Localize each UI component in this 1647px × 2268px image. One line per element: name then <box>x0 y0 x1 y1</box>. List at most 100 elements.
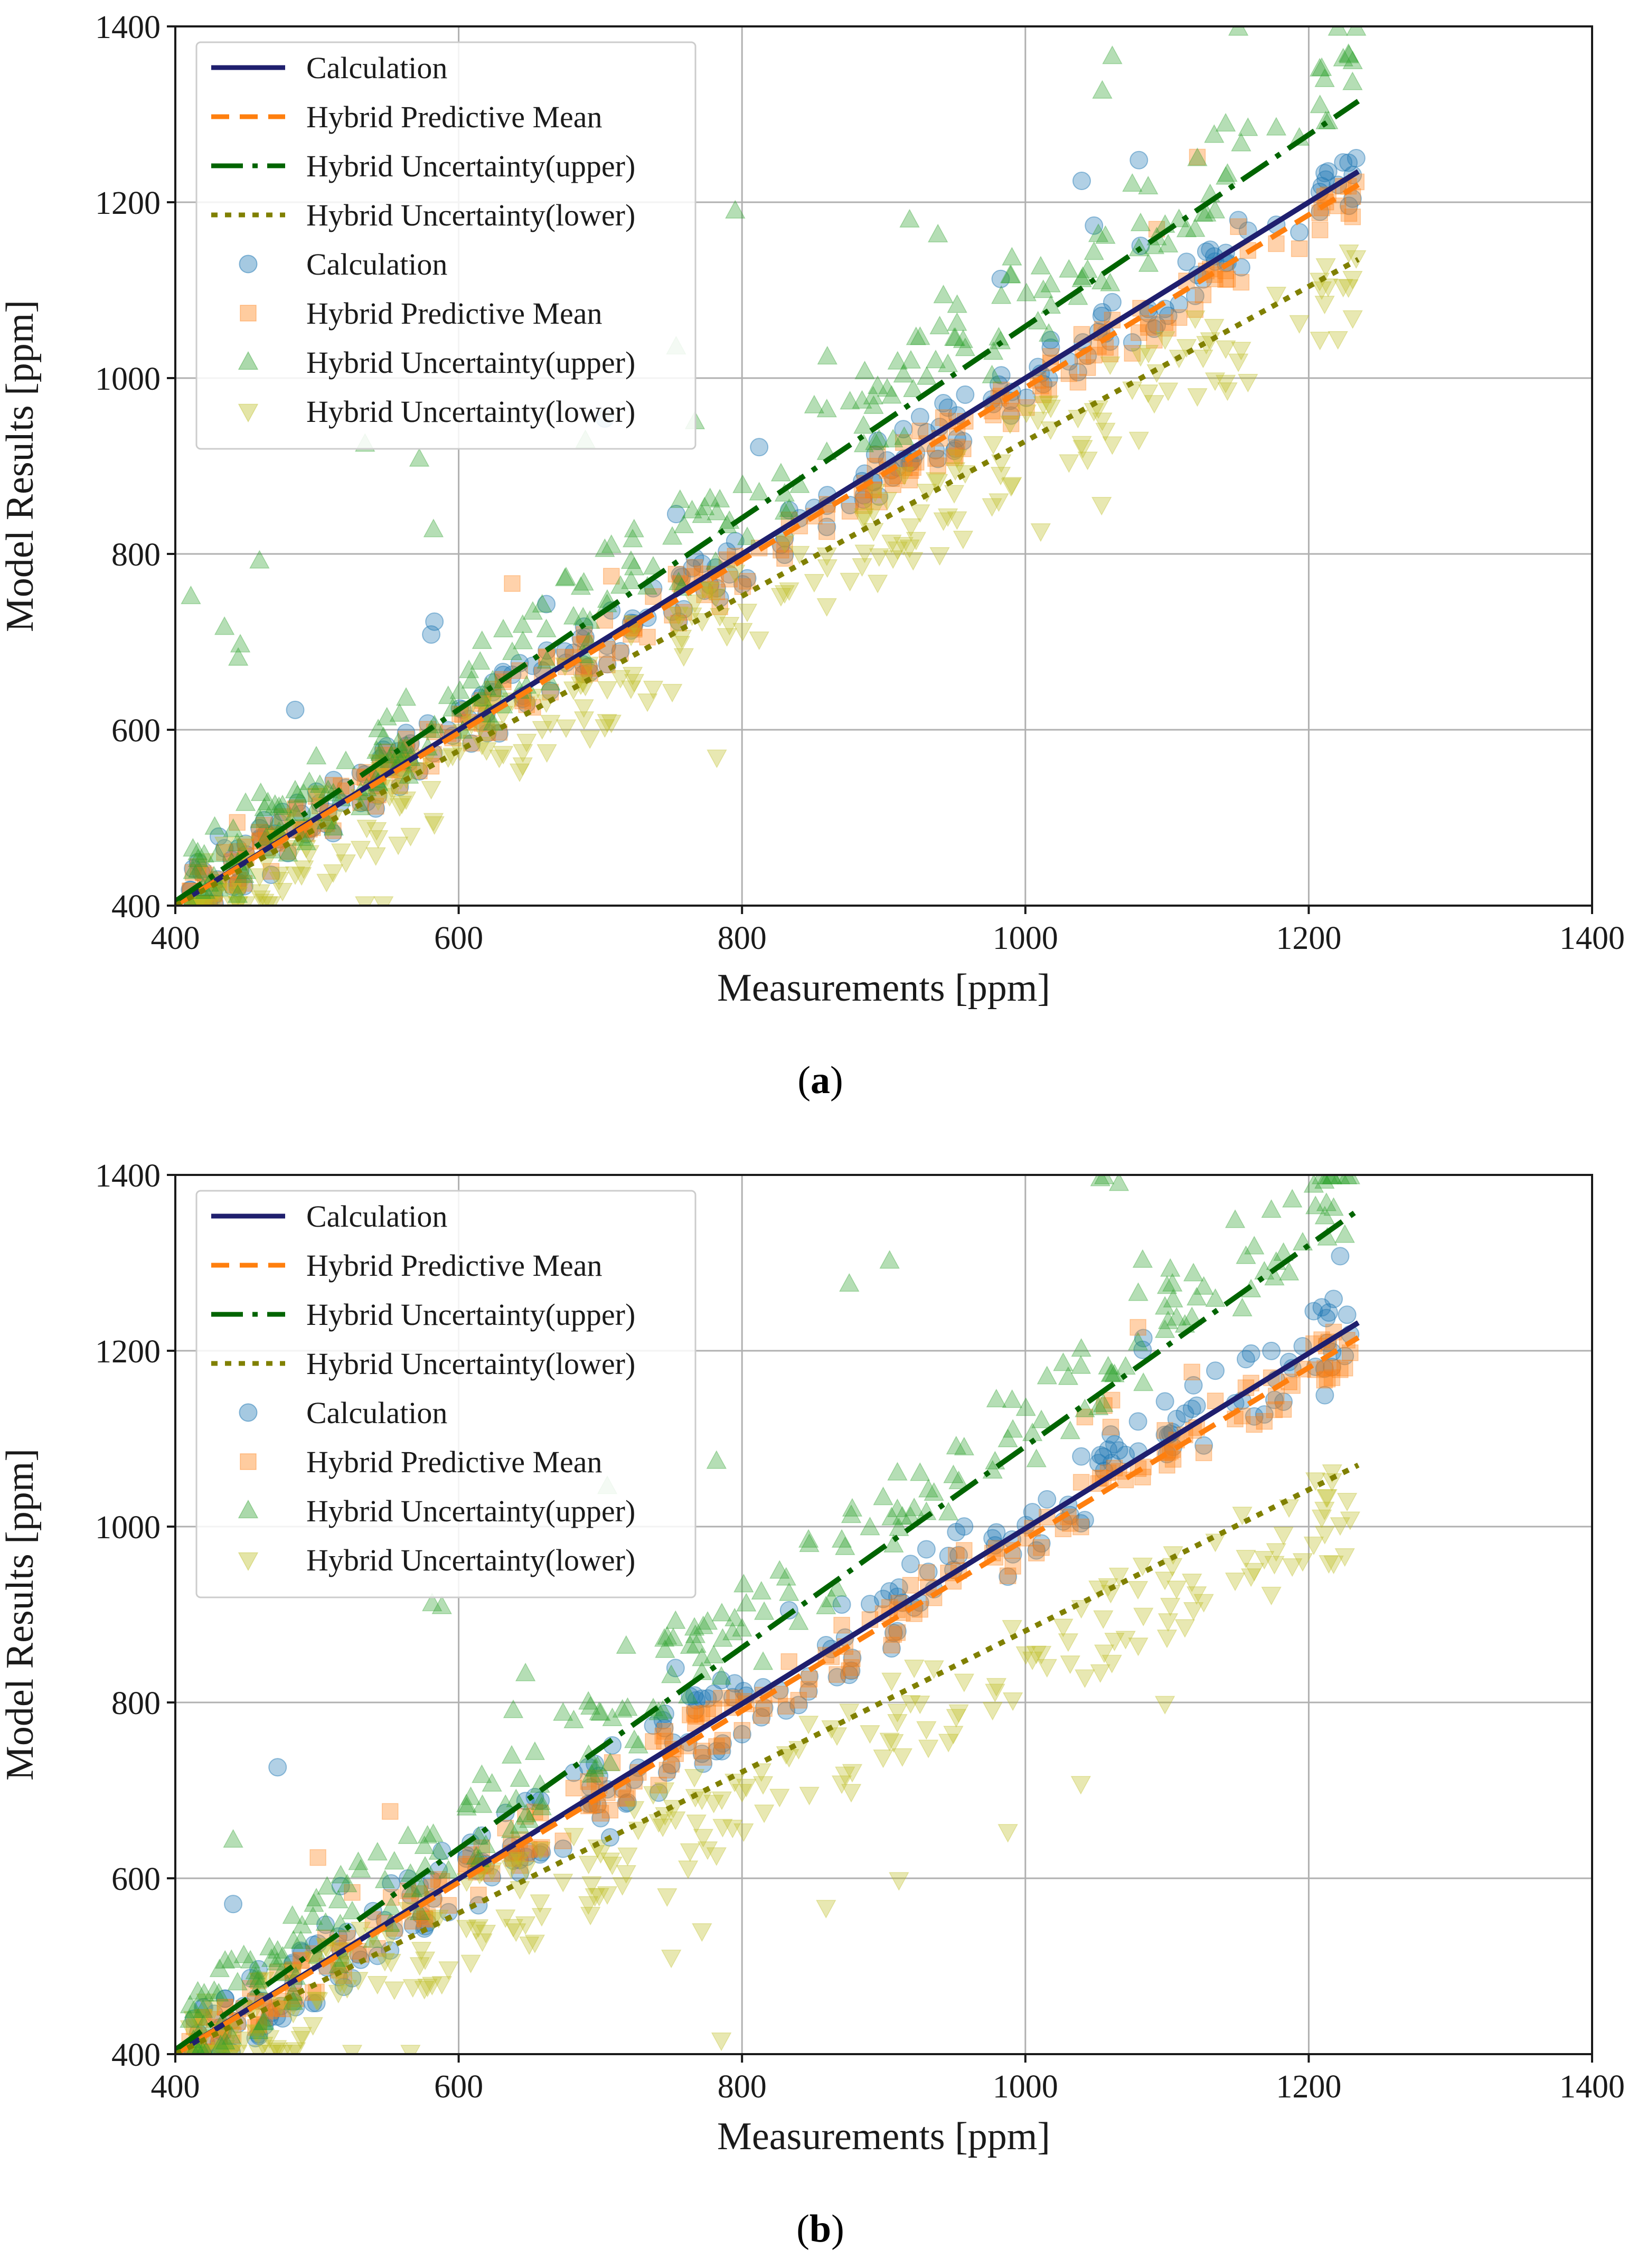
scatter-point <box>183 860 203 879</box>
scatter-point <box>533 1839 550 1856</box>
scatter-point <box>863 395 884 414</box>
scatter-point <box>752 1776 774 1795</box>
scatter-point <box>432 1841 451 1860</box>
scatter-point <box>316 873 337 893</box>
scatter-point <box>1319 1555 1339 1574</box>
scatter-point <box>261 865 280 884</box>
scatter-point <box>736 1778 757 1798</box>
scatter-point <box>900 518 921 537</box>
scatter-point <box>367 1841 388 1861</box>
scatter-point <box>661 1664 682 1683</box>
scatter-point <box>1060 1420 1080 1439</box>
scatter-point <box>833 1616 850 1634</box>
scatter-point <box>1334 1224 1355 1243</box>
scatter-point <box>986 1678 1007 1697</box>
scatter-point <box>183 2011 204 2030</box>
scatter-point <box>701 581 719 598</box>
scatter-point <box>788 1611 809 1630</box>
scatter-point <box>272 794 293 814</box>
scatter-point <box>185 2009 204 2028</box>
scatter-point <box>910 504 930 523</box>
scatter-point <box>342 1900 363 1919</box>
scatter-point <box>1031 1409 1052 1428</box>
scatter-point <box>503 1699 524 1718</box>
scatter-point <box>1264 1556 1285 1575</box>
scatter-point <box>1193 1594 1214 1613</box>
scatter-point <box>1323 1197 1344 1216</box>
scatter-point <box>374 1869 396 1888</box>
scatter-point <box>422 625 441 644</box>
scatter-point <box>842 1498 863 1517</box>
scatter-point <box>1236 1549 1256 1569</box>
scatter-point <box>953 329 974 349</box>
scatter-point <box>703 1794 724 1814</box>
scatter-point <box>253 2037 274 2054</box>
scatter-point <box>502 641 523 661</box>
scatter-point <box>869 548 890 567</box>
scatter-point <box>816 598 837 617</box>
scatter-point <box>1187 147 1208 166</box>
scatter-point <box>215 839 234 858</box>
scatter-point <box>1328 331 1348 350</box>
scatter-point <box>1157 382 1179 401</box>
scatter-point <box>1088 223 1109 242</box>
scatter-point <box>867 575 888 594</box>
scatter-point <box>1204 200 1226 219</box>
scatter-point <box>883 1533 904 1552</box>
scatter-point <box>1053 1352 1074 1371</box>
scatter-point <box>223 818 243 837</box>
scatter-point <box>1312 1298 1331 1317</box>
scatter-point <box>214 616 235 635</box>
scatter-point <box>602 1707 623 1726</box>
scatter-point <box>479 724 496 741</box>
scatter-point <box>526 1803 543 1821</box>
scatter-point <box>506 1923 526 1942</box>
scatter-point <box>601 1802 619 1819</box>
legend-marker-swatch <box>240 1453 257 1470</box>
scatter-point <box>610 670 631 689</box>
scatter-point <box>368 718 389 738</box>
scatter-point <box>299 771 320 790</box>
scatter-point <box>711 1791 732 1810</box>
scatter-point <box>187 859 209 878</box>
scatter-point <box>317 1876 337 1895</box>
scatter-point <box>517 1845 534 1862</box>
scatter-point <box>1238 374 1258 393</box>
scatter-point <box>798 1716 819 1735</box>
scatter-point <box>1187 1396 1206 1415</box>
scatter-point <box>397 723 416 742</box>
scatter-point <box>708 1738 725 1755</box>
scatter-point <box>1339 196 1358 215</box>
scatter-point <box>180 2009 200 2028</box>
scatter-point <box>233 2031 254 2050</box>
scatter-point <box>385 1921 404 1940</box>
legend-entry-label: Hybrid Uncertainty(lower) <box>306 198 635 232</box>
scatter-point <box>249 1960 268 1979</box>
scatter-point <box>254 2011 275 2030</box>
scatter-point <box>1244 1563 1265 1582</box>
scatter-point <box>1002 406 1021 425</box>
scatter-point <box>183 837 203 857</box>
scatter-point <box>841 1504 862 1523</box>
scatter-point <box>1182 1399 1201 1418</box>
scatter-point <box>1101 1425 1120 1444</box>
scatter-point <box>854 360 875 380</box>
scatter-point <box>223 2035 240 2051</box>
scatter-point <box>751 1580 772 1600</box>
scatter-point <box>1159 1456 1175 1474</box>
scatter-point <box>726 532 745 551</box>
scatter-point <box>307 1992 328 2011</box>
scatter-point <box>693 554 712 573</box>
scatter-point <box>256 816 273 834</box>
scatter-point <box>1115 1631 1136 1650</box>
scatter-point <box>937 353 958 372</box>
legend-entry-label: Hybrid Predictive Mean <box>306 296 603 331</box>
scatter-point <box>1163 1288 1183 1307</box>
scatter-point <box>684 594 705 614</box>
scatter-point <box>925 350 946 369</box>
scatter-point <box>417 1824 438 1844</box>
scatter-point <box>553 1702 573 1721</box>
legend-box <box>195 41 697 450</box>
scatter-point <box>482 670 503 689</box>
scatter-point <box>1347 148 1366 167</box>
